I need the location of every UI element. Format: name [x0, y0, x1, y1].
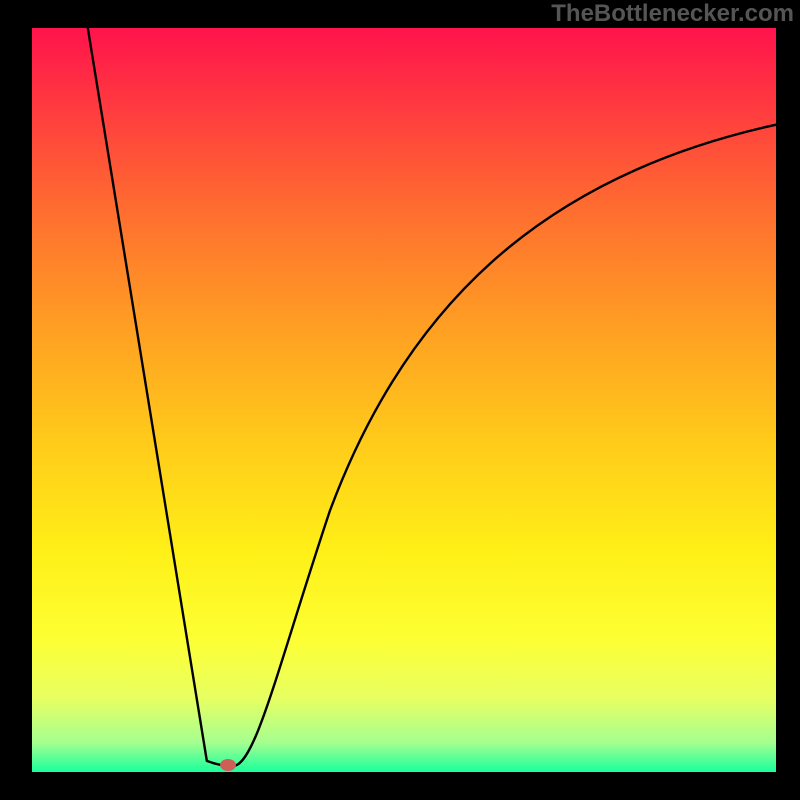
gradient-background: [32, 28, 776, 772]
bottleneck-marker: [218, 757, 238, 773]
plot-svg: [32, 28, 776, 772]
marker-svg: [218, 757, 238, 773]
plot-area: [32, 28, 776, 772]
marker-ellipse: [220, 759, 236, 771]
watermark-text: TheBottlenecker.com: [551, 0, 794, 28]
